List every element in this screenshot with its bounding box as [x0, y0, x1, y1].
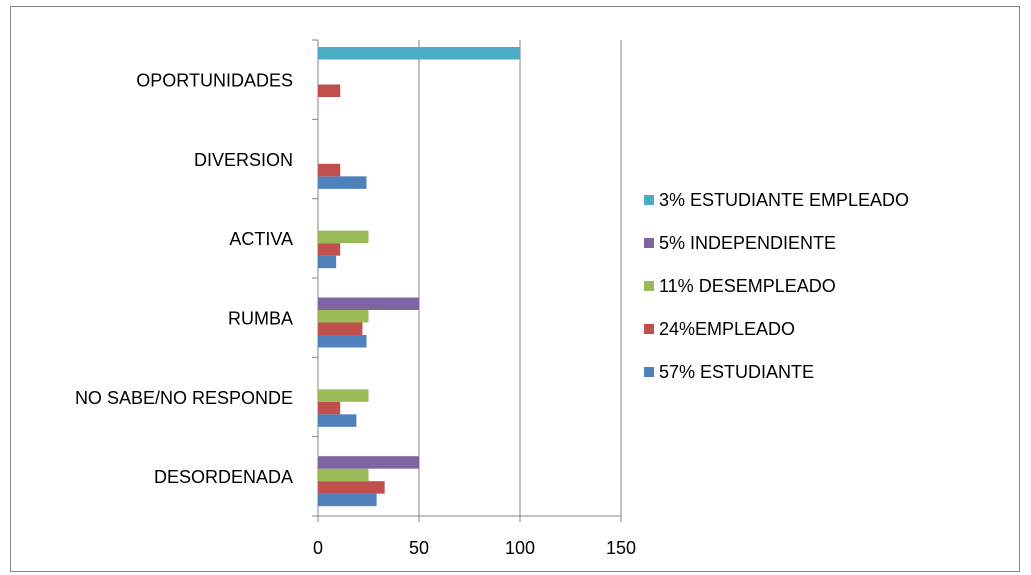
bar: [318, 335, 367, 348]
bar: [318, 401, 341, 415]
bar: [318, 322, 363, 335]
bar: [318, 456, 419, 469]
legend-swatch: [644, 367, 654, 377]
x-tick-label: 0: [313, 538, 323, 558]
legend-swatch: [644, 281, 654, 291]
legend-label: 24%EMPLEADO: [659, 319, 795, 339]
legend-label: 3% ESTUDIANTE EMPLEADO: [659, 190, 909, 210]
x-tick-label: 150: [606, 538, 636, 558]
y-tick-label: DESORDENADA: [154, 467, 293, 487]
bar: [318, 297, 419, 310]
bar: [318, 414, 357, 427]
bar: [318, 230, 369, 244]
bar: [318, 481, 385, 494]
x-tick-label: 50: [409, 538, 429, 558]
x-tick-label: 100: [505, 538, 535, 558]
bar: [318, 176, 367, 189]
y-tick-label: ACTIVA: [229, 229, 293, 249]
bar: [318, 47, 520, 60]
y-tick-label: OPORTUNIDADES: [136, 70, 293, 90]
legend-label: 5% INDEPENDIENTE: [659, 233, 836, 253]
y-tick-label: DIVERSION: [194, 150, 293, 170]
bar: [318, 493, 377, 507]
legend-swatch: [644, 238, 654, 248]
bar: [318, 84, 341, 97]
bar: [318, 255, 337, 269]
bar: [318, 163, 341, 177]
legend-label: 11% DESEMPLEADO: [659, 276, 836, 296]
chart-border: [10, 6, 1020, 572]
legend-swatch: [644, 195, 654, 205]
legend-label: 57% ESTUDIANTE: [659, 362, 814, 382]
bar: [318, 389, 369, 402]
legend-swatch: [644, 324, 654, 334]
bar: [318, 468, 369, 482]
y-tick-label: NO SABE/NO RESPONDE: [75, 388, 293, 408]
bar: [318, 243, 341, 256]
y-tick-label: RUMBA: [228, 308, 293, 328]
bar: [318, 310, 369, 323]
